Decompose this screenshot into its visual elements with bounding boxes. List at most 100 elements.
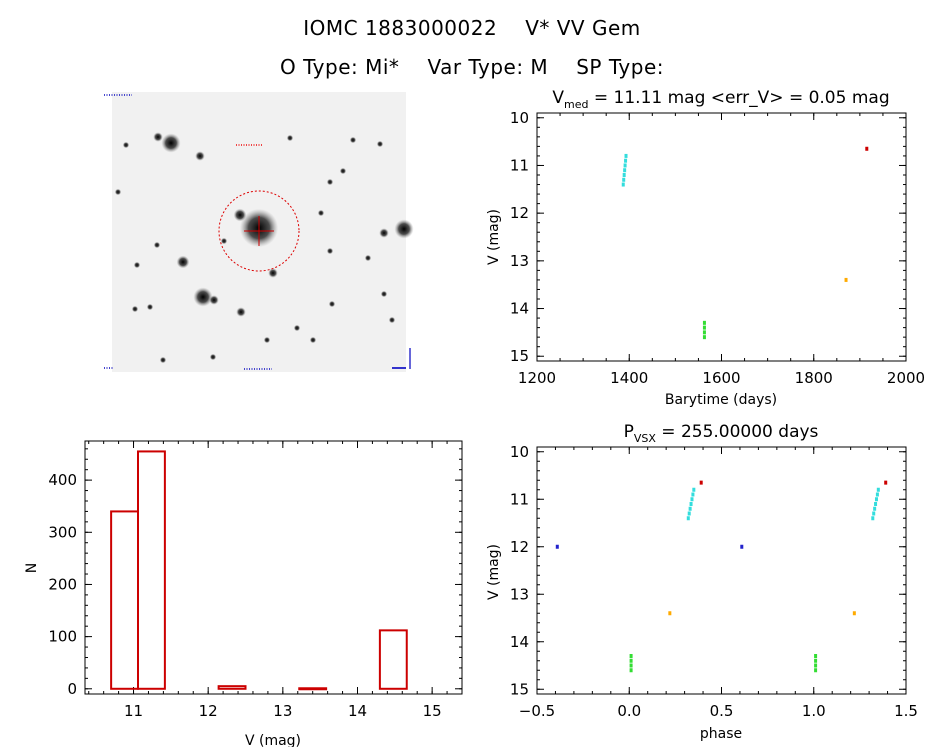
histogram-xtick-label: 12 [199, 702, 218, 720]
sky-star [122, 141, 130, 149]
phased-xlabel: phase [700, 726, 742, 742]
histogram-frame [84, 440, 463, 695]
histogram-panel: V (mag) N 11 12 13 14 15 0 100 200 300 400 [24, 440, 463, 747]
phased-point-cyan [690, 497, 694, 502]
phased-title: PVSX = 255.00000 days [624, 422, 819, 445]
o-type: O Type: Mi* [279, 55, 400, 79]
phased-point-cyan [876, 487, 880, 492]
histogram-ytick-label: 0 [67, 680, 77, 698]
phased-point-cyan [874, 502, 878, 506]
histogram-bar [298, 687, 328, 691]
lightcurve-xlabel: Barytime (days) [665, 392, 777, 408]
sky-star [236, 307, 246, 317]
phased-panel: PVSX = 255.00000 days phase V (mag) −0.5… [486, 422, 918, 742]
sky-star [349, 136, 357, 144]
lightcurve-xtick-label: 2000 [887, 369, 925, 387]
var-type: Var Type: M [427, 55, 549, 79]
sky-star [376, 140, 384, 148]
lightcurve-panel: Vmed = 11.11 mag <err_V> = 0.05 mag Bary… [486, 88, 925, 408]
sky-star [263, 336, 271, 344]
sky-star [153, 132, 163, 142]
sky-star [176, 255, 190, 269]
sky-star [309, 336, 317, 344]
phased-point-cyan [687, 511, 691, 516]
sky-star [388, 316, 396, 324]
phased-point-red [884, 480, 888, 485]
star-id: IOMC 1883000022 [303, 16, 498, 40]
histogram-marks: 11 12 13 14 15 0 100 200 300 400 [48, 441, 463, 720]
lightcurve-point-red [865, 146, 869, 151]
phased-frame [536, 446, 907, 695]
phased-ytick-label: 11 [510, 490, 529, 508]
lightcurve-xtick-label: 1400 [610, 369, 648, 387]
sky-star [114, 188, 122, 196]
sky-star [153, 241, 161, 249]
phased-point-blue [555, 544, 559, 549]
sky-star [380, 290, 388, 298]
star-name: V* VV Gem [525, 16, 641, 40]
histogram-bar [378, 629, 408, 690]
phased-point-cyan [872, 511, 876, 516]
histogram-ytick-label: 300 [48, 523, 77, 541]
sky-star [133, 261, 141, 269]
phased-point-green [629, 668, 633, 673]
phased-ytick-label: 10 [510, 443, 529, 461]
phased-point-green [629, 654, 633, 658]
phased-point-cyan [686, 516, 690, 521]
phased-marks: −0.5 0.0 0.5 1.0 1.5 10 11 12 13 14 15 [510, 443, 918, 720]
phased-point-cyan [689, 502, 693, 506]
lightcurve-point-cyan [623, 163, 627, 168]
lightcurve-ytick-label: 14 [510, 300, 529, 318]
lightcurve-ytick-label: 15 [510, 347, 529, 365]
histogram-xtick-label: 11 [124, 702, 143, 720]
phased-point-cyan [688, 506, 692, 511]
phased-xtick-label: 0.5 [710, 702, 734, 720]
lightcurve-point-green [702, 330, 706, 335]
sky-star [286, 134, 294, 142]
lightcurve-point-cyan [623, 168, 627, 173]
lightcurve-point-cyan [621, 182, 625, 187]
histogram-bar [110, 510, 140, 690]
phased-point-cyan [691, 492, 695, 497]
phased-ytick-label: 12 [510, 538, 529, 556]
lightcurve-xtick-label: 1600 [702, 369, 740, 387]
histogram-xtick-label: 13 [273, 702, 292, 720]
histogram-ylabel: N [24, 563, 40, 573]
phased-point-cyan [873, 506, 877, 511]
lightcurve-point-orange [844, 277, 848, 282]
phased-point-cyan [875, 492, 879, 497]
lightcurve-marks: 1200 1400 1600 1800 2000 10 11 12 13 14 15 [510, 109, 925, 387]
lightcurve-xtick-label: 1200 [518, 369, 556, 387]
phased-ytick-label: 15 [510, 680, 529, 698]
phased-point-blue [740, 544, 744, 549]
histogram-xtick-label: 15 [423, 702, 442, 720]
target-circle [218, 190, 300, 272]
sky-star [268, 268, 278, 278]
lightcurve-ylabel: V (mag) [486, 209, 502, 265]
lightcurve-ytick-label: 12 [510, 204, 529, 222]
sp-type: SP Type: [576, 55, 664, 79]
phased-ylabel: V (mag) [486, 544, 502, 600]
phased-xtick-label: 1.5 [894, 702, 918, 720]
sky-star [394, 219, 414, 239]
phased-point-green [814, 658, 818, 663]
lightcurve-xtick-label: 1800 [795, 369, 833, 387]
phased-point-green [629, 663, 633, 668]
phased-point-green [814, 654, 818, 658]
phased-ytick-label: 13 [510, 585, 529, 603]
histogram-bar [217, 685, 247, 690]
chart-title-types: O Type: Mi* Var Type: M SP Type: [0, 55, 944, 79]
phased-xtick-label: −0.5 [519, 702, 555, 720]
histogram-xtick-label: 14 [348, 702, 367, 720]
lightcurve-ytick-label: 13 [510, 252, 529, 270]
histogram-ytick-label: 200 [48, 575, 77, 593]
sky-star [328, 300, 336, 308]
sky-star [326, 247, 334, 255]
sky-star [339, 167, 347, 175]
phased-point-green [629, 658, 633, 663]
sky-star [159, 356, 167, 364]
histogram-bar [137, 450, 166, 690]
lightcurve-point-cyan [624, 153, 628, 158]
sky-star [209, 353, 217, 361]
